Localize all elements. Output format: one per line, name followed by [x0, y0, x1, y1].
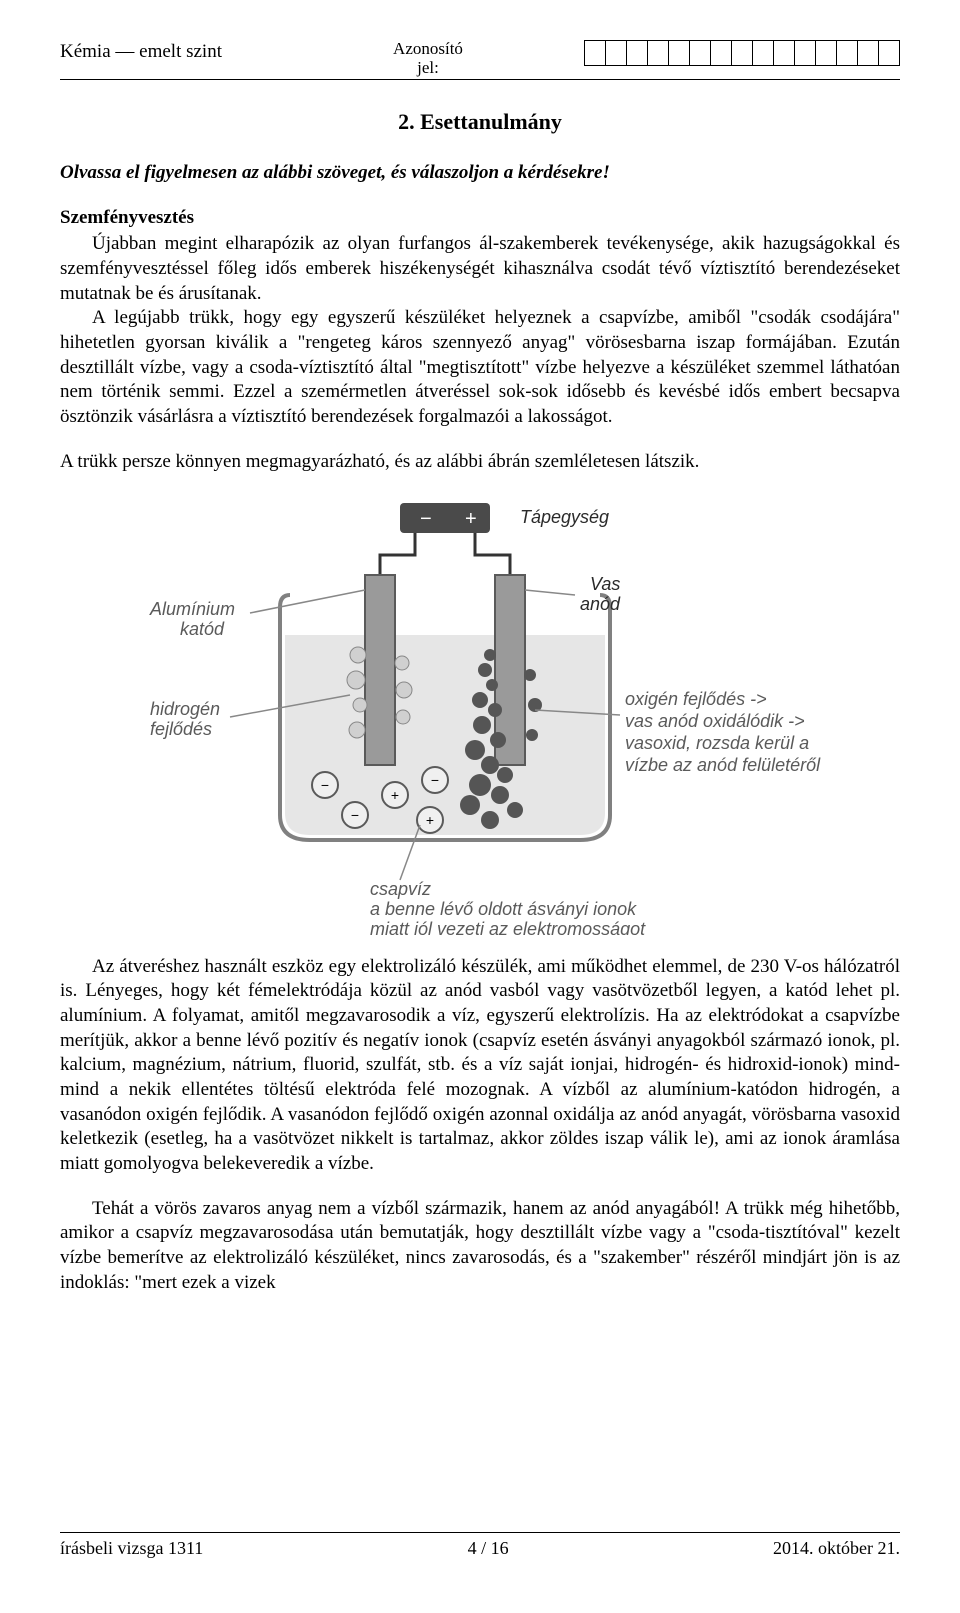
- id-cell: [710, 40, 732, 66]
- electrolysis-diagram: − + Tápegység: [120, 495, 840, 935]
- svg-text:+: +: [391, 787, 399, 803]
- wire-right: [475, 533, 510, 575]
- header-mid-line2: jel:: [417, 58, 439, 77]
- id-cell: [794, 40, 816, 66]
- id-cell: [857, 40, 879, 66]
- svg-text:−: −: [321, 777, 329, 793]
- body-block-1: Újabban megint elharapózik az olyan furf…: [60, 232, 900, 430]
- id-cell: [689, 40, 711, 66]
- footer-right: 2014. október 21.: [773, 1537, 900, 1560]
- label-w1: csapvíz: [370, 879, 431, 899]
- paragraph-3: A trükk persze könnyen megmagyarázható, …: [60, 450, 900, 475]
- page-header: Kémia — emelt szint Azonosító jel:: [60, 40, 900, 80]
- pointer-al: [250, 590, 365, 613]
- header-mid: Azonosító jel:: [393, 40, 463, 77]
- battery-plus: +: [465, 508, 477, 530]
- header-left: Kémia — emelt szint: [60, 40, 222, 65]
- svg-text:+: +: [426, 812, 434, 828]
- svg-text:−: −: [431, 772, 439, 788]
- label-w2: a benne lévő oldott ásványi ionok: [370, 899, 637, 919]
- subhead: Szemfényvesztés: [60, 206, 900, 231]
- label-al1: Alumínium: [149, 599, 235, 619]
- water-fill: [285, 635, 605, 835]
- id-cell: [815, 40, 837, 66]
- label-o1: oxigén fejlődés ->: [625, 689, 767, 709]
- id-boxes: [584, 40, 900, 66]
- label-power: Tápegység: [520, 507, 609, 527]
- id-cell: [605, 40, 627, 66]
- label-h2: fejlődés: [150, 719, 212, 739]
- id-cell: [584, 40, 606, 66]
- label-h1: hidrogén: [150, 699, 220, 719]
- footer-mid: 4 / 16: [468, 1537, 509, 1560]
- intro-text: Olvassa el figyelmesen az alábbi szövege…: [60, 161, 900, 186]
- cathode-electrode: [365, 575, 395, 765]
- label-al2: katód: [180, 619, 225, 639]
- id-cell: [878, 40, 900, 66]
- section-title: 2. Esettanulmány: [60, 108, 900, 137]
- label-o4: vízbe az anód felületéről: [625, 755, 821, 775]
- page-footer: írásbeli vizsga 1311 4 / 16 2014. októbe…: [60, 1532, 900, 1560]
- id-cell: [731, 40, 753, 66]
- label-o2: vas anód oxidálódik ->: [625, 711, 805, 731]
- diagram-wrapper: − + Tápegység: [60, 495, 900, 935]
- label-fe1: Vas: [590, 574, 620, 594]
- svg-text:−: −: [351, 807, 359, 823]
- id-cell: [647, 40, 669, 66]
- id-cell: [836, 40, 858, 66]
- battery-minus: −: [420, 508, 432, 530]
- label-o3: vasoxid, rozsda kerül a: [625, 733, 809, 753]
- paragraph-5: Tehát a vörös zavaros anyag nem a vízből…: [60, 1197, 900, 1296]
- id-cell: [752, 40, 774, 66]
- id-cell: [626, 40, 648, 66]
- paragraph-2: A legújabb trükk, hogy egy egyszerű kész…: [60, 306, 900, 429]
- label-w3: miatt jól vezeti az elektromosságot: [370, 919, 646, 935]
- paragraph-1: Újabban megint elharapózik az olyan furf…: [60, 232, 900, 306]
- paragraph-4: Az átveréshez használt eszköz egy elektr…: [60, 955, 900, 1177]
- footer-left: írásbeli vizsga 1311: [60, 1537, 203, 1560]
- header-mid-line1: Azonosító: [393, 39, 463, 58]
- id-cell: [668, 40, 690, 66]
- pointer-fe: [525, 590, 575, 595]
- wire-left: [380, 533, 415, 575]
- id-cell: [773, 40, 795, 66]
- label-fe2: anód: [580, 594, 621, 614]
